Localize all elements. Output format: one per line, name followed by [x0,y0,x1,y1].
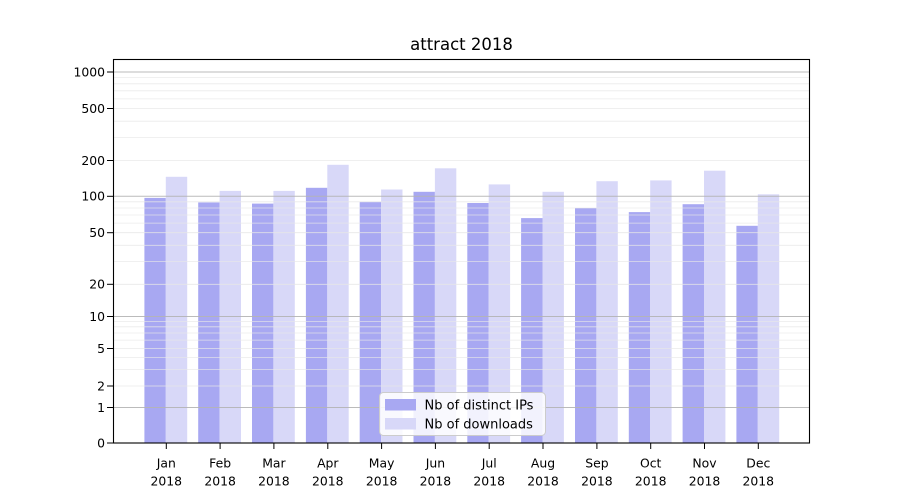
x-tick-label-may: May 2018 [366,456,398,489]
bar-mar-distinct-ips [252,203,274,443]
grid-layer [113,71,810,408]
y-tick-label: 0 [97,435,105,450]
legend-swatch-downloads [385,418,416,430]
ticks-layer [107,71,759,449]
bar-oct-downloads [650,180,672,443]
x-tick-label-mar: Mar 2018 [258,456,290,489]
legend-box [379,392,546,436]
bar-jul-downloads [488,184,511,443]
y-tick-label: 200 [81,153,105,168]
y-tick-label: 100 [81,189,105,204]
x-tick-label-jan: Jan 2018 [151,456,183,489]
bar-aug-downloads [542,191,564,443]
bar-jan-distinct-ips [144,197,166,443]
bar-nov-distinct-ips [682,204,704,443]
legend-label-downloads: Nb of downloads [425,418,534,433]
bar-jan-downloads [165,176,188,444]
y-tick-label: 2 [97,378,105,393]
x-tick-label-apr: Apr 2018 [312,456,344,489]
x-tick-label-jul: Jul 2018 [473,456,505,489]
bar-apr-distinct-ips [305,187,328,443]
x-axis-labels: Jan 2018 Feb 2018 Mar 2018 Apr 2018 May 2018 Jun 20… [151,456,775,489]
bar-aug-distinct-ips [521,218,543,443]
bar-sep-downloads [596,181,618,443]
y-tick-label: 1 [97,400,105,415]
bar-dec-distinct-ips [736,225,758,443]
legend: Nb of distinct IPs Nb of downloads [379,392,546,436]
bar-feb-distinct-ips [198,202,220,443]
chart-title: attract 2018 [410,35,513,54]
legend-swatch-distinct-ips [385,399,416,411]
x-tick-label-oct: Oct 2018 [635,456,667,489]
y-axis-labels: 0 1 2 5 10 20 50 100 200 500 1000 [73,64,105,450]
x-tick-label-aug: Aug 2018 [527,456,559,489]
x-tick-label-jun: Jun 2018 [420,456,452,489]
y-tick-label: 500 [81,101,105,116]
x-tick-label-feb: Feb 2018 [204,456,236,489]
bars-layer [144,164,780,444]
bar-apr-downloads [327,164,349,444]
bar-oct-distinct-ips [628,212,651,443]
bar-may-distinct-ips [359,201,382,443]
x-tick-label-sep: Sep 2018 [581,456,613,489]
bar-dec-downloads [757,194,780,443]
y-tick-label: 20 [89,277,105,292]
legend-label-distinct-ips: Nb of distinct IPs [425,399,534,414]
plot-frame [112,58,811,444]
bar-jun-distinct-ips [413,191,435,443]
y-tick-label: 1000 [73,64,105,79]
x-tick-label-nov: Nov 2018 [689,456,721,489]
y-tick-label: 10 [89,309,105,324]
bar-nov-downloads [704,170,726,443]
x-tick-label-dec: Dec 2018 [743,456,775,489]
y-tick-label: 50 [89,225,105,240]
y-tick-label: 5 [97,341,105,356]
bar-jun-downloads [434,168,457,444]
bar-sep-distinct-ips [575,208,597,443]
bar-jul-distinct-ips [467,203,489,443]
